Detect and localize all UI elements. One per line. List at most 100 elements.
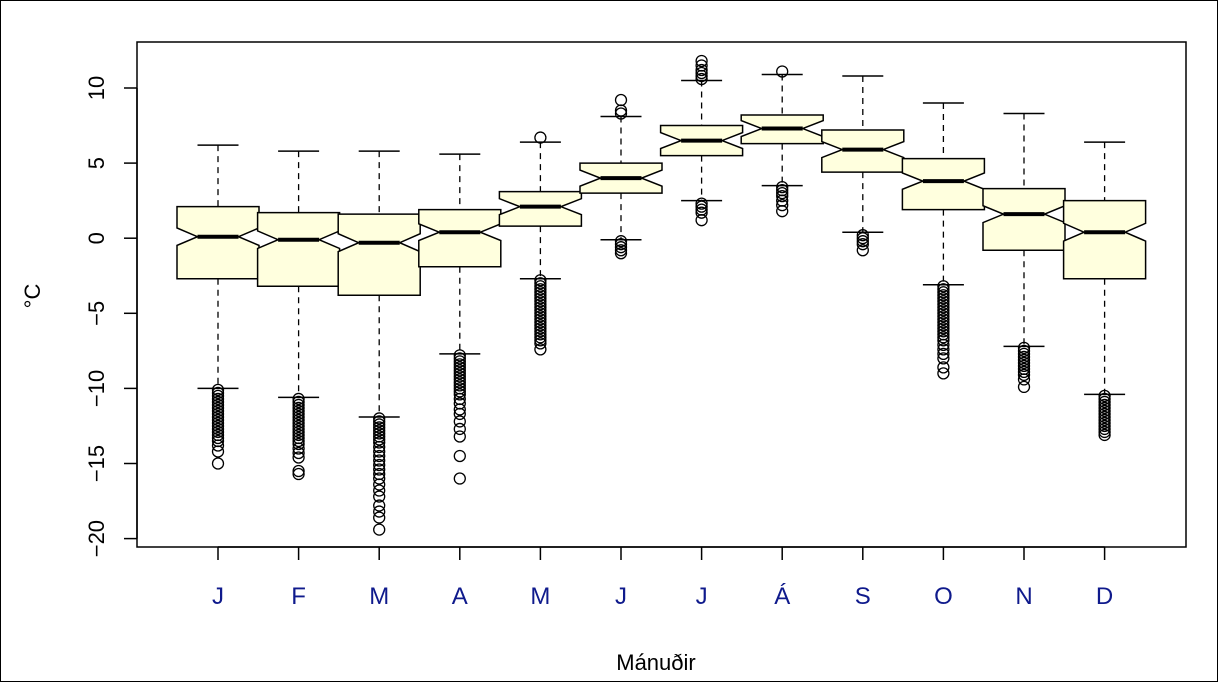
notched-box bbox=[1062, 199, 1147, 280]
outlier-point bbox=[614, 238, 628, 251]
outlier-point bbox=[292, 451, 305, 464]
outlier-point bbox=[211, 416, 225, 430]
box-5 bbox=[498, 131, 583, 356]
y-tick-label: 10 bbox=[84, 76, 109, 100]
outlier-point bbox=[614, 235, 628, 248]
outlier-point bbox=[211, 410, 225, 424]
y-axis-title: °C bbox=[20, 284, 45, 309]
outlier-point bbox=[695, 214, 708, 227]
outlier-point bbox=[292, 413, 305, 427]
x-axis-title: Mánuðir bbox=[616, 650, 695, 675]
outlier-point bbox=[534, 274, 547, 287]
outlier-point bbox=[373, 499, 386, 512]
outlier-point bbox=[614, 241, 628, 254]
x-tick-label: A bbox=[452, 583, 468, 610]
outlier-point bbox=[453, 430, 466, 443]
x-tick-label: J bbox=[212, 583, 224, 610]
outlier-point bbox=[211, 407, 225, 421]
outlier-point bbox=[373, 511, 386, 524]
y-axis: −20 −15 −10 −5 0 5 10 bbox=[84, 76, 138, 557]
outlier-point bbox=[1017, 356, 1031, 370]
x-tick-label: D bbox=[1096, 583, 1113, 610]
y-tick-label: 0 bbox=[84, 232, 109, 244]
x-tick-label: M bbox=[530, 583, 550, 610]
outlier-point bbox=[453, 370, 466, 383]
box-3 bbox=[337, 150, 421, 536]
outlier-point bbox=[534, 295, 547, 308]
outlier-point bbox=[453, 355, 466, 368]
x-tick-label: F bbox=[291, 583, 306, 610]
outlier-point bbox=[1017, 359, 1031, 373]
outlier-point bbox=[292, 422, 305, 436]
outlier-point bbox=[292, 425, 305, 439]
box-6 bbox=[579, 93, 663, 260]
outlier-point bbox=[534, 289, 547, 302]
x-tick-label: N bbox=[1015, 583, 1032, 610]
outlier-point bbox=[292, 442, 305, 455]
outlier-point bbox=[695, 66, 708, 80]
box-7 bbox=[659, 54, 744, 227]
outlier-point bbox=[1098, 401, 1111, 415]
outlier-point bbox=[292, 467, 305, 481]
outlier-point bbox=[373, 523, 386, 536]
outlier-point bbox=[937, 286, 950, 299]
outlier-point bbox=[1098, 425, 1111, 439]
outlier-point bbox=[534, 316, 547, 329]
outlier-point bbox=[211, 413, 225, 427]
outlier-point bbox=[614, 93, 628, 107]
outlier-point bbox=[614, 244, 628, 257]
outlier-point bbox=[1017, 347, 1031, 361]
outlier-point bbox=[211, 439, 225, 452]
outlier-point bbox=[534, 328, 547, 341]
outlier-point bbox=[373, 478, 386, 491]
outlier-point bbox=[1098, 404, 1111, 418]
outlier-point bbox=[1098, 410, 1111, 424]
outlier-point bbox=[292, 416, 305, 430]
outlier-point bbox=[1098, 407, 1111, 421]
outlier-point bbox=[856, 232, 869, 245]
outlier-point bbox=[453, 376, 466, 389]
box-8 bbox=[740, 65, 824, 218]
box-11 bbox=[982, 112, 1066, 394]
outlier-point bbox=[937, 298, 950, 311]
outlier-point bbox=[937, 292, 950, 305]
outlier-point bbox=[1017, 373, 1031, 386]
x-tick-label: O bbox=[934, 583, 953, 610]
outlier-point bbox=[1098, 428, 1111, 442]
outlier-point bbox=[453, 373, 466, 386]
outlier-point bbox=[453, 367, 466, 380]
x-tick-label: M bbox=[369, 583, 389, 610]
outlier-point bbox=[695, 63, 708, 77]
outlier-point bbox=[292, 410, 305, 424]
outlier-point bbox=[937, 319, 950, 332]
box-series bbox=[176, 54, 1147, 536]
outlier-point bbox=[1098, 413, 1111, 427]
outlier-point bbox=[776, 199, 789, 212]
outlier-point bbox=[453, 379, 466, 392]
outlier-point bbox=[292, 404, 305, 418]
outlier-point bbox=[937, 301, 950, 314]
outlier-point bbox=[211, 457, 225, 470]
box-12 bbox=[1062, 141, 1147, 442]
notched-box bbox=[901, 157, 986, 211]
outlier-point bbox=[856, 229, 869, 242]
outlier-point bbox=[1017, 368, 1031, 382]
outlier-point bbox=[534, 310, 547, 323]
outlier-point bbox=[695, 200, 708, 213]
outlier-point bbox=[534, 343, 547, 356]
outlier-point bbox=[373, 433, 386, 446]
y-tick-label: −5 bbox=[84, 301, 109, 326]
outlier-point bbox=[776, 186, 789, 200]
outlier-point bbox=[211, 398, 225, 412]
outlier-point bbox=[856, 244, 869, 257]
outlier-point bbox=[453, 352, 466, 365]
outlier-point bbox=[453, 403, 466, 416]
outlier-point bbox=[453, 361, 466, 374]
notched-box bbox=[337, 213, 421, 297]
outlier-point bbox=[453, 358, 466, 371]
outlier-point bbox=[211, 419, 225, 433]
outlier-point bbox=[937, 280, 950, 293]
outlier-point bbox=[856, 235, 869, 248]
outlier-point bbox=[1017, 341, 1031, 354]
